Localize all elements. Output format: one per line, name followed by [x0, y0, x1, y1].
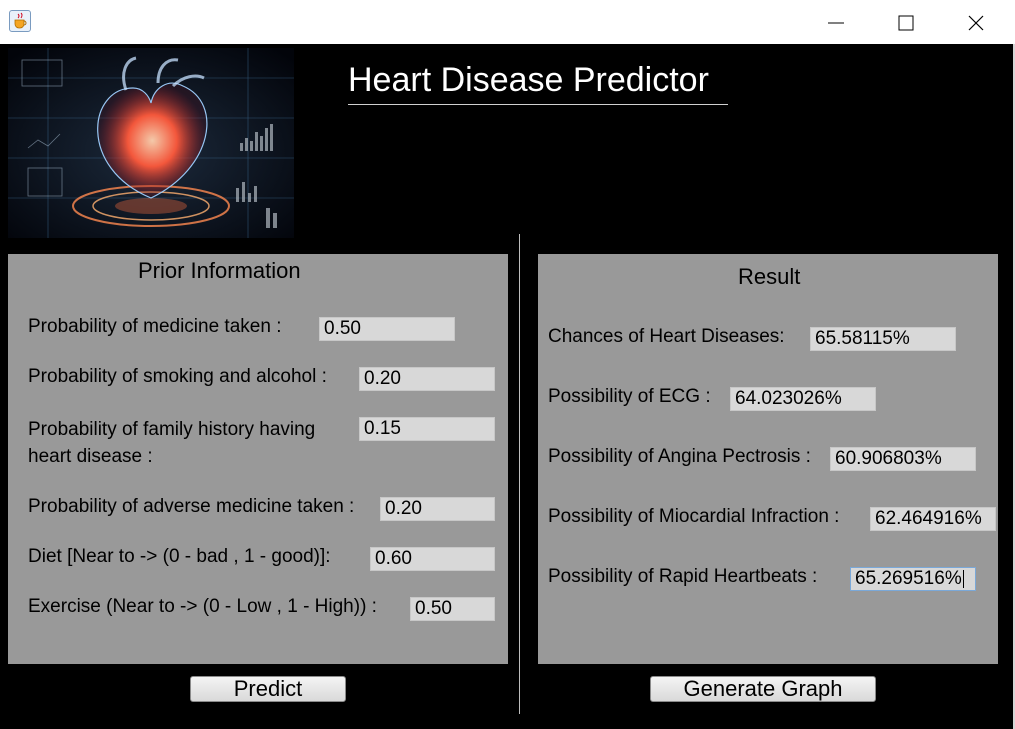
maximize-button[interactable]: [872, 0, 942, 44]
close-button[interactable]: [942, 0, 1012, 44]
diet-input[interactable]: 0.60: [370, 547, 495, 571]
medicine-taken-label: Probability of medicine taken :: [28, 316, 282, 337]
diet-label: Diet [Near to -> (0 - bad , 1 - good)]:: [28, 546, 331, 567]
app-title: Heart Disease Predictor: [348, 61, 709, 99]
heart-disease-chance-label: Chances of Heart Diseases:: [548, 326, 785, 347]
heart-disease-chance-output[interactable]: 65.58115%: [810, 327, 956, 351]
ecg-label: Possibility of ECG :: [548, 386, 711, 407]
adverse-medicine-input[interactable]: 0.20: [380, 497, 495, 521]
smoking-alcohol-input[interactable]: 0.20: [359, 367, 495, 391]
adverse-medicine-label: Probability of adverse medicine taken :: [28, 496, 355, 517]
smoking-alcohol-label: Probability of smoking and alcohol :: [28, 366, 327, 387]
exercise-input[interactable]: 0.50: [410, 597, 495, 621]
prior-information-title: Prior Information: [138, 258, 301, 283]
family-history-label-line2: heart disease :: [28, 446, 153, 467]
window-border: [1013, 44, 1015, 729]
miocardial-infraction-label: Possibility of Miocardial Infraction :: [548, 506, 840, 527]
title-underline: [348, 104, 728, 105]
minimize-icon: [828, 22, 844, 24]
minimize-button[interactable]: [802, 0, 872, 44]
medicine-taken-input[interactable]: 0.50: [319, 317, 455, 341]
rapid-heartbeats-label: Possibility of Rapid Heartbeats :: [548, 566, 818, 587]
ecg-output[interactable]: 64.023026%: [730, 387, 876, 411]
maximize-icon: [898, 15, 914, 31]
family-history-label: Probability of family history having: [28, 419, 316, 440]
rapid-heartbeats-value: 65.269516%: [855, 568, 962, 589]
angina-pectrosis-label: Possibility of Angina Pectrosis :: [548, 446, 811, 467]
close-icon: [968, 15, 984, 31]
miocardial-infraction-output[interactable]: 62.464916%: [870, 507, 996, 531]
main-window: Heart Disease Predictor Prior Informatio…: [0, 44, 1013, 729]
result-panel: Result Chances of Heart Diseases: 65.581…: [538, 254, 998, 664]
rapid-heartbeats-output[interactable]: 65.269516%: [850, 567, 976, 591]
text-caret: [962, 569, 964, 588]
window-titlebar: [0, 0, 1015, 44]
predict-button[interactable]: Predict: [190, 676, 346, 702]
result-title: Result: [738, 264, 801, 289]
heart-image: [8, 48, 294, 238]
java-cup-icon[interactable]: [9, 10, 31, 32]
exercise-label: Exercise (Near to -> (0 - Low , 1 - High…: [28, 596, 377, 617]
vertical-divider: [519, 234, 520, 714]
generate-graph-button[interactable]: Generate Graph: [650, 676, 876, 702]
angina-pectrosis-output[interactable]: 60.906803%: [830, 447, 976, 471]
family-history-input[interactable]: 0.15: [359, 417, 495, 441]
prior-information-panel: Prior Information Probability of medicin…: [8, 254, 508, 664]
